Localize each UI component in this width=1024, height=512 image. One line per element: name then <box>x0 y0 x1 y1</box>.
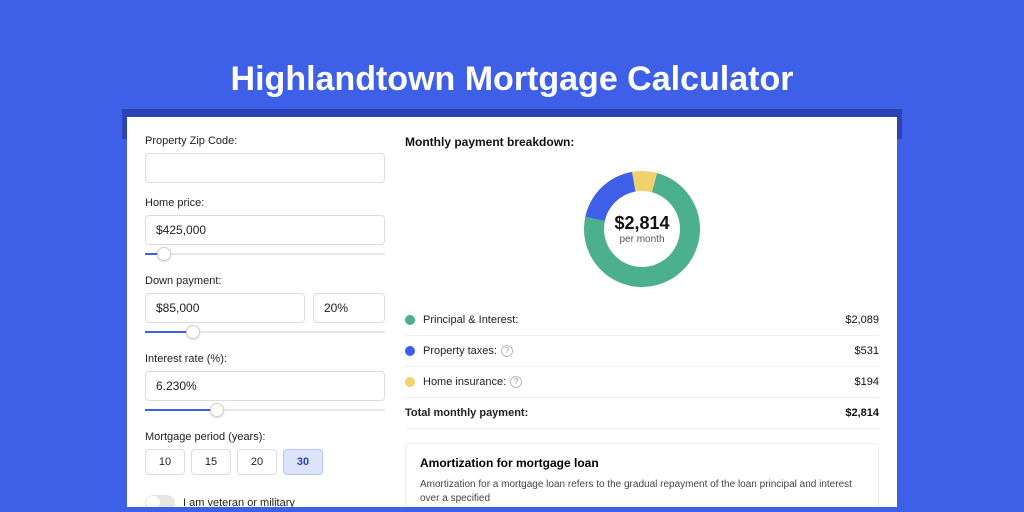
calculator-panel: Property Zip Code: Home price: Down paym… <box>127 117 897 507</box>
legend-row: Principal & Interest:$2,089 <box>405 305 879 336</box>
legend: Principal & Interest:$2,089Property taxe… <box>405 305 879 398</box>
down-payment-row <box>145 293 385 323</box>
page-root: Highlandtown Mortgage Calculator Propert… <box>0 0 1024 512</box>
interest-label: Interest rate (%): <box>145 353 385 365</box>
amortization-title: Amortization for mortgage loan <box>420 456 864 470</box>
legend-value: $194 <box>855 376 879 388</box>
down-payment-pct-input[interactable] <box>313 293 385 323</box>
legend-dot-icon <box>405 346 415 356</box>
slider-fill <box>145 409 217 411</box>
home-price-group: Home price: <box>145 197 385 261</box>
donut-amount: $2,814 <box>614 213 669 234</box>
toggle-knob <box>146 496 160 507</box>
legend-dot-icon <box>405 377 415 387</box>
legend-total-row: Total monthly payment: $2,814 <box>405 398 879 429</box>
slider-rail <box>145 253 385 255</box>
page-title: Highlandtown Mortgage Calculator <box>231 60 794 99</box>
legend-value: $531 <box>855 345 879 357</box>
period-label: Mortgage period (years): <box>145 431 385 443</box>
breakdown-title: Monthly payment breakdown: <box>405 135 879 149</box>
home-price-input[interactable] <box>145 215 385 245</box>
home-price-slider[interactable] <box>145 247 385 261</box>
down-payment-label: Down payment: <box>145 275 385 287</box>
period-options: 10152030 <box>145 449 385 475</box>
veteran-label: I am veteran or military <box>183 497 295 507</box>
legend-dot-icon <box>405 315 415 325</box>
slider-thumb[interactable] <box>157 247 171 261</box>
amortization-card: Amortization for mortgage loan Amortizat… <box>405 443 879 507</box>
slider-thumb[interactable] <box>186 325 200 339</box>
veteran-toggle[interactable] <box>145 495 175 507</box>
period-option-20[interactable]: 20 <box>237 449 277 475</box>
zip-group: Property Zip Code: <box>145 135 385 183</box>
down-payment-group: Down payment: <box>145 275 385 339</box>
donut-chart: $2,814 per month <box>405 159 879 299</box>
legend-row: Property taxes:?$531 <box>405 336 879 367</box>
legend-label: Property taxes:? <box>423 345 855 357</box>
home-price-label: Home price: <box>145 197 385 209</box>
period-group: Mortgage period (years): 10152030 <box>145 431 385 475</box>
legend-label: Home insurance:? <box>423 376 855 388</box>
total-value: $2,814 <box>845 407 879 419</box>
donut-center: $2,814 per month <box>614 213 669 245</box>
form-column: Property Zip Code: Home price: Down paym… <box>145 135 385 507</box>
zip-label: Property Zip Code: <box>145 135 385 147</box>
period-option-10[interactable]: 10 <box>145 449 185 475</box>
legend-row: Home insurance:?$194 <box>405 367 879 398</box>
amortization-body: Amortization for a mortgage loan refers … <box>420 478 864 506</box>
slider-thumb[interactable] <box>210 403 224 417</box>
donut-sub: per month <box>614 234 669 245</box>
period-option-30[interactable]: 30 <box>283 449 323 475</box>
help-icon[interactable]: ? <box>501 345 513 357</box>
help-icon[interactable]: ? <box>510 376 522 388</box>
legend-value: $2,089 <box>845 314 879 326</box>
period-option-15[interactable]: 15 <box>191 449 231 475</box>
interest-group: Interest rate (%): <box>145 353 385 417</box>
breakdown-column: Monthly payment breakdown: $2,814 per mo… <box>405 135 879 507</box>
down-payment-slider[interactable] <box>145 325 385 339</box>
interest-input[interactable] <box>145 371 385 401</box>
zip-input[interactable] <box>145 153 385 183</box>
legend-label: Principal & Interest: <box>423 314 845 326</box>
panel-wrap: Property Zip Code: Home price: Down paym… <box>117 117 907 507</box>
interest-slider[interactable] <box>145 403 385 417</box>
down-payment-input[interactable] <box>145 293 305 323</box>
veteran-toggle-row: I am veteran or military <box>145 495 385 507</box>
total-label: Total monthly payment: <box>405 407 845 419</box>
